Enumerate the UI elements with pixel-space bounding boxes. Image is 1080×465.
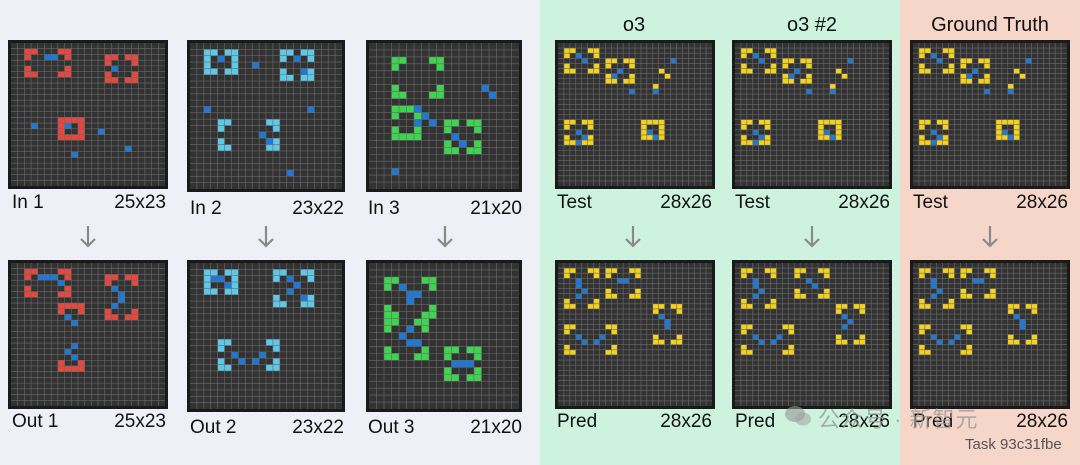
input-grid-3	[366, 40, 522, 192]
test-size-o3-2: 28x26	[838, 192, 890, 213]
output-grid-1	[8, 260, 168, 409]
pred-label-o3-2: Pred	[735, 411, 776, 432]
input-size-1: 25x23	[114, 192, 166, 213]
watermark-text: 公众号 · 新智元	[818, 407, 979, 432]
ground-truth-title: Ground Truth	[931, 14, 1049, 36]
pred-grid-o3-2	[732, 260, 892, 409]
test-size-ground-truth: 28x26	[1016, 192, 1068, 213]
output-label-2: Out 2	[190, 417, 237, 438]
arrow-down-icon	[258, 226, 274, 248]
output-size-1: 25x23	[114, 411, 166, 432]
test-grid-o3-2	[732, 40, 892, 189]
input-label-3: In 3	[368, 198, 400, 219]
pred-label-ground-truth: Pred	[913, 411, 954, 432]
input-grid-1	[8, 40, 168, 189]
input-grid-2	[187, 40, 345, 192]
o3-2-title: o3 #2	[786, 14, 838, 36]
task-id: Task 93c31fbe	[965, 436, 1062, 453]
arrow-down-icon	[625, 226, 641, 248]
output-grid-3	[366, 260, 522, 412]
arrow-down-icon	[804, 226, 820, 248]
pred-size-ground-truth: 28x26	[1016, 411, 1068, 432]
pred-grid-ground-truth	[910, 260, 1070, 409]
wechat-icon	[785, 406, 811, 426]
test-grid-ground-truth	[910, 40, 1070, 189]
pred-grid-o3	[555, 260, 715, 409]
test-grid-o3	[555, 40, 715, 189]
arrow-down-icon	[437, 226, 453, 248]
test-label-o3-2: Test	[735, 192, 770, 213]
output-label-1: Out 1	[12, 411, 59, 432]
output-grid-2	[187, 260, 345, 412]
input-label-1: In 1	[12, 192, 44, 213]
pred-size-o3-2: 28x26	[838, 411, 890, 432]
output-size-2: 23x22	[292, 417, 344, 438]
test-label-ground-truth: Test	[913, 192, 948, 213]
input-size-3: 21x20	[470, 198, 522, 219]
pred-size-o3: 28x26	[660, 411, 712, 432]
output-size-3: 21x20	[470, 417, 522, 438]
o3-title: o3	[622, 14, 646, 36]
output-label-3: Out 3	[368, 417, 415, 438]
pred-label-o3: Pred	[557, 411, 598, 432]
test-label-o3: Test	[557, 192, 592, 213]
test-size-o3: 28x26	[660, 192, 712, 213]
arrow-down-icon	[80, 226, 96, 248]
arrow-down-icon	[982, 226, 998, 248]
input-size-2: 23x22	[292, 198, 344, 219]
input-label-2: In 2	[190, 198, 222, 219]
